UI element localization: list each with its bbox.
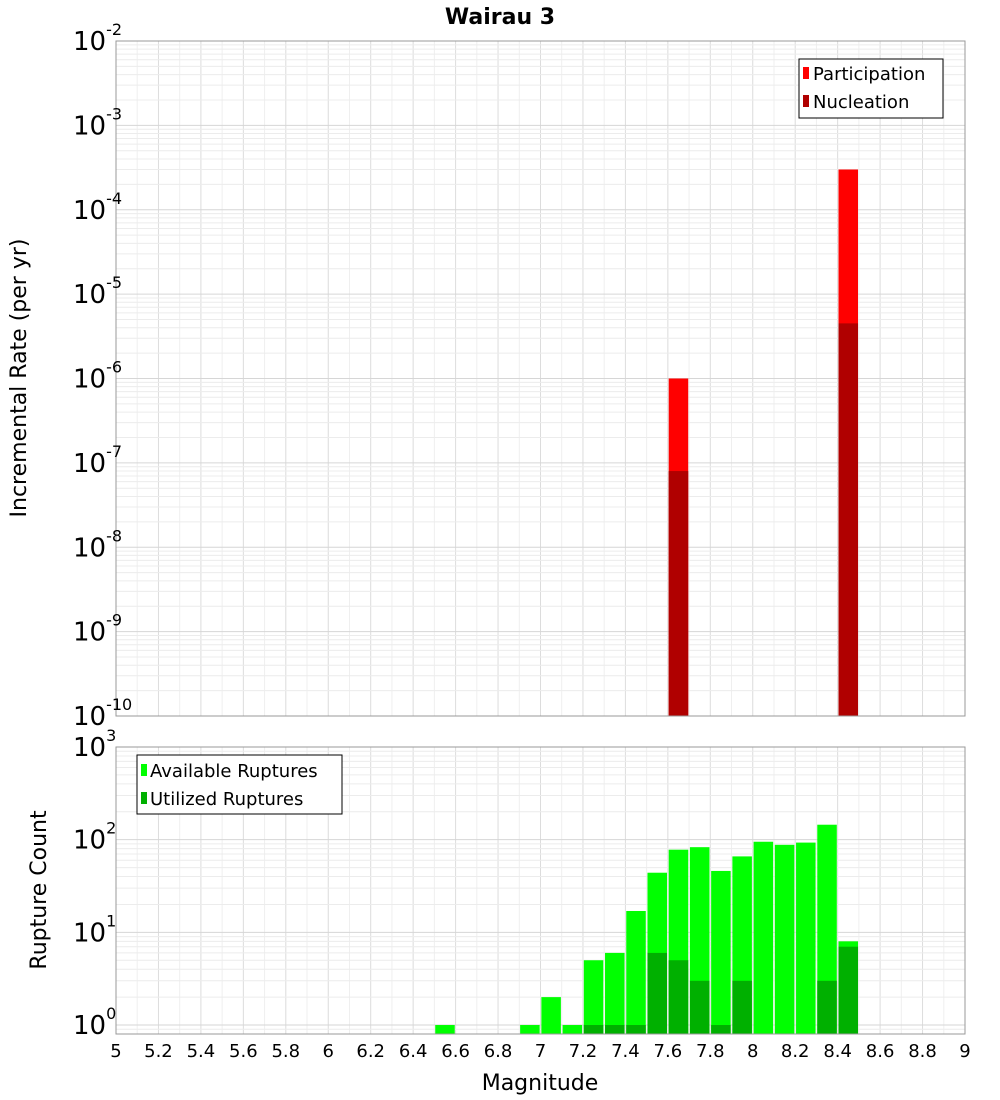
x-tick-label: 6 [323, 1041, 334, 1062]
top-bars [668, 169, 859, 716]
bottom-bar-available-ruptures [774, 844, 795, 1034]
top-y-axis-label: Incremental Rate (per yr) [7, 239, 32, 518]
bottom-x-ticks: 5 5.2 5.4 5.6 5.8 6 6.2 6.4 6.6 6.8 7 7.2 7.4 7.6 7.8 8… [110, 1041, 970, 1062]
top-y-tick-label: 10-2 [73, 20, 122, 57]
bottom-y-tick-label: 101 [73, 911, 116, 948]
bottom-bars [435, 824, 859, 1034]
x-tick-label: 6.2 [356, 1041, 385, 1062]
top-plot-border [115, 40, 966, 717]
legend-swatch-available-ruptures [141, 764, 147, 776]
bottom-bar-available-ruptures [562, 1025, 583, 1034]
top-y-ticks: 10-2 10-3 10-4 10-5 10-6 10-7 10-8 10-9 10-10 [73, 20, 132, 732]
top-y-tick-label: 10-3 [73, 104, 122, 141]
bottom-bar-available-ruptures [605, 952, 625, 1034]
bottom-panel: 103 102 101 100 5 5.2 5.4 5.6 5.8 6 6.2 6.4 6.6 6.8 7… [27, 726, 971, 1096]
bottom-y-tick-label: 100 [73, 1004, 116, 1041]
x-tick-label: 8.6 [866, 1041, 895, 1062]
top-panel: 10-2 10-3 10-4 10-5 10-6 10-7 10-8 10-9 10-10 In… [7, 20, 966, 732]
top-y-tick-label: 10-7 [73, 442, 122, 479]
top-grid [115, 40, 966, 717]
top-bar-nucleation [668, 471, 689, 716]
bottom-bar-available-ruptures [435, 1025, 455, 1034]
top-y-tick-label: 10-8 [73, 526, 122, 563]
x-tick-label: 8 [747, 1041, 758, 1062]
legend-label-participation: Participation [813, 64, 925, 85]
bottom-bar-utilized-ruptures [583, 1025, 604, 1034]
bottom-bar-available-ruptures [626, 910, 646, 1034]
x-tick-label: 5.6 [229, 1041, 258, 1062]
x-axis-label: Magnitude [482, 1071, 599, 1096]
x-tick-label: 8.4 [823, 1041, 852, 1062]
bottom-bar-available-ruptures [753, 841, 774, 1034]
x-tick-label: 6.4 [399, 1041, 428, 1062]
x-tick-label: 6.8 [484, 1041, 513, 1062]
bottom-bar-utilized-ruptures [668, 960, 689, 1034]
top-y-tick-label: 10-4 [73, 189, 122, 226]
top-legend-box [798, 58, 944, 119]
x-tick-label: 5.4 [187, 1041, 216, 1062]
bottom-y-ticks: 103 102 101 100 [73, 726, 116, 1041]
chart-title: Wairau 3 [445, 5, 555, 30]
bottom-bar-utilized-ruptures [817, 980, 837, 1034]
bottom-legend-box [136, 754, 343, 815]
bottom-plot-border [115, 746, 966, 1035]
bottom-bar-utilized-ruptures [838, 946, 859, 1034]
bottom-bar-utilized-ruptures [689, 980, 710, 1034]
x-tick-label: 7.6 [654, 1041, 683, 1062]
bottom-bar-utilized-ruptures [647, 952, 668, 1034]
bottom-y-tick-label: 102 [73, 819, 116, 856]
x-tick-label: 7.2 [569, 1041, 598, 1062]
bottom-bar-utilized-ruptures [711, 1025, 731, 1034]
bottom-bar-utilized-ruptures [605, 1025, 625, 1034]
x-tick-label: 5.2 [144, 1041, 173, 1062]
bottom-bar-available-ruptures [520, 1025, 540, 1034]
x-tick-label: 8.2 [781, 1041, 810, 1062]
x-tick-label: 7 [535, 1041, 546, 1062]
legend-swatch-nucleation [803, 95, 809, 107]
x-tick-label: 5.8 [271, 1041, 300, 1062]
x-tick-label: 8.8 [908, 1041, 937, 1062]
x-tick-label: 9 [959, 1041, 970, 1062]
legend-swatch-participation [803, 67, 809, 79]
top-legend: Participation Nucleation [798, 58, 944, 119]
legend-label-available-ruptures: Available Ruptures [150, 761, 318, 782]
top-y-tick-label: 10-10 [73, 695, 132, 732]
top-y-tick-label: 10-9 [73, 611, 122, 648]
top-y-tick-label: 10-5 [73, 273, 122, 310]
bottom-y-tick-label: 103 [73, 726, 116, 763]
bottom-y-axis-label: Rupture Count [27, 810, 52, 970]
x-tick-label: 5 [110, 1041, 121, 1062]
x-tick-label: 6.6 [441, 1041, 470, 1062]
bottom-bar-available-ruptures [711, 870, 731, 1034]
bottom-legend: Available Ruptures Utilized Ruptures [136, 754, 343, 815]
bottom-bar-available-ruptures [541, 997, 561, 1034]
x-tick-label: 7.8 [696, 1041, 725, 1062]
legend-swatch-utilized-ruptures [141, 792, 147, 804]
legend-label-utilized-ruptures: Utilized Ruptures [150, 789, 303, 810]
bottom-bar-available-ruptures [583, 960, 604, 1034]
top-bar-nucleation [838, 323, 859, 716]
top-y-tick-label: 10-6 [73, 358, 122, 395]
x-tick-label: 7.4 [611, 1041, 640, 1062]
legend-label-nucleation: Nucleation [813, 92, 909, 113]
bottom-bar-utilized-ruptures [732, 980, 752, 1034]
bottom-bar-available-ruptures [796, 842, 816, 1034]
bottom-bar-utilized-ruptures [626, 1025, 646, 1034]
